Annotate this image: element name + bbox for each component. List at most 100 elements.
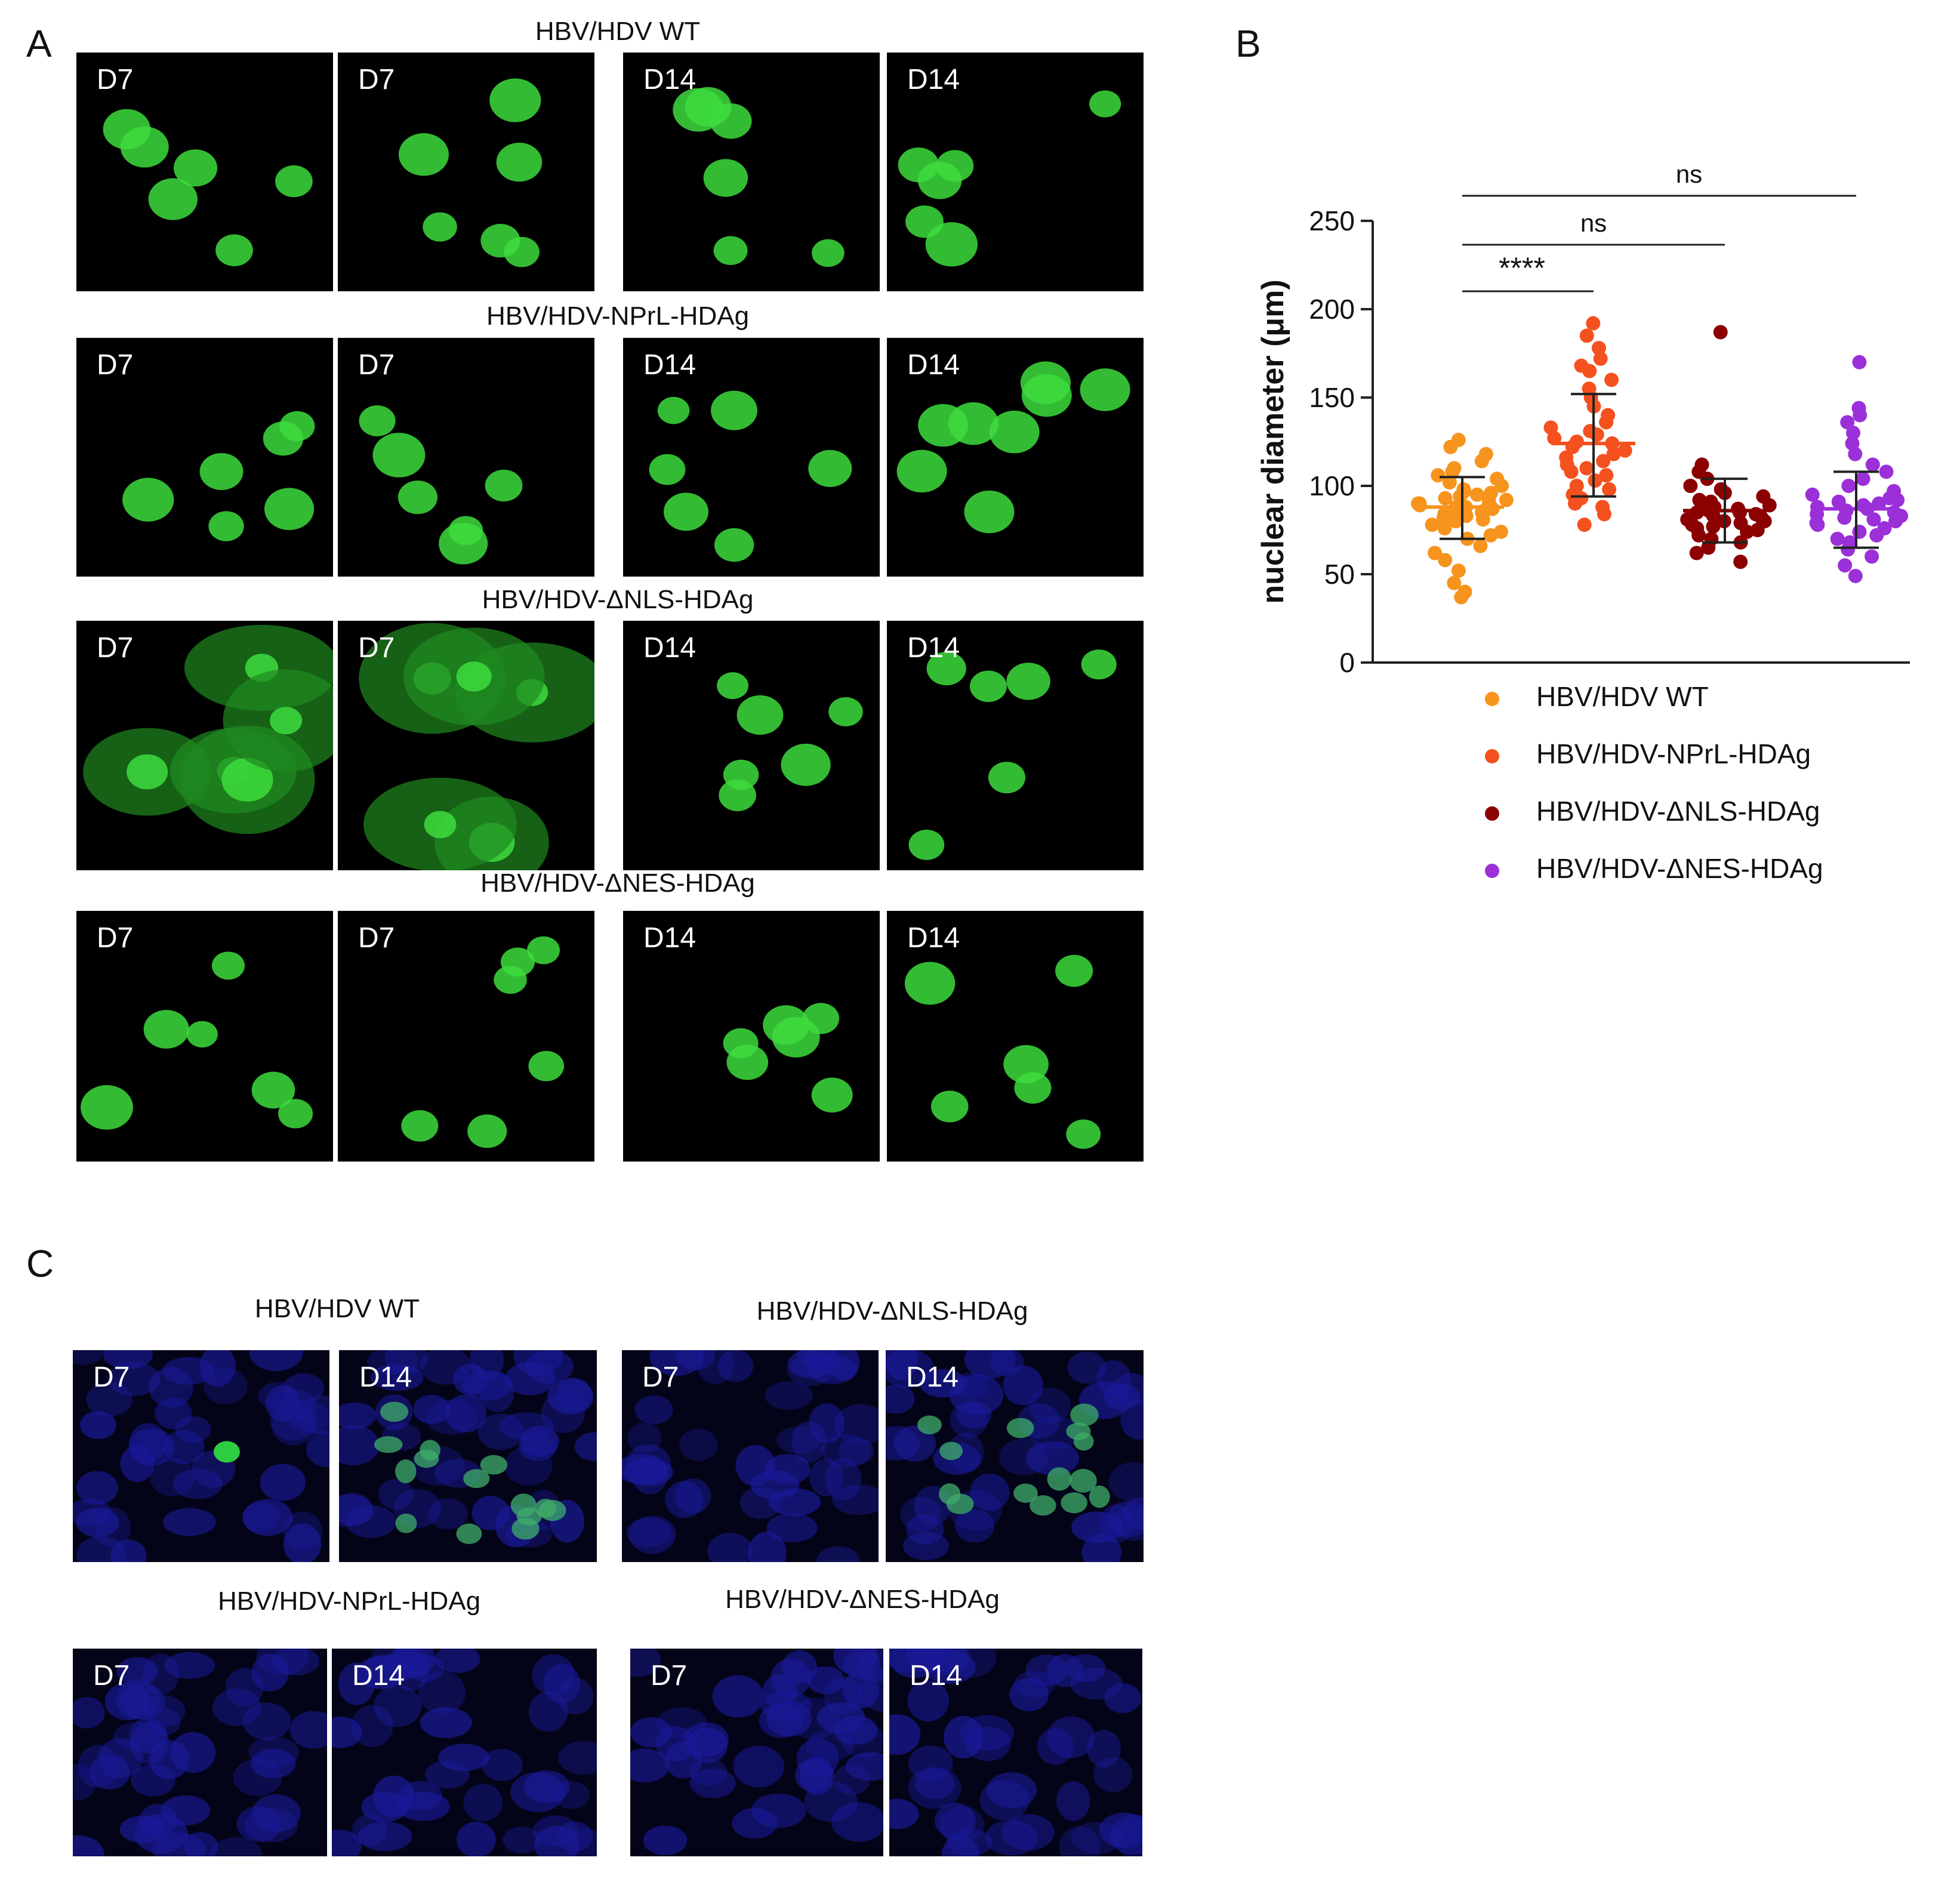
nucleus-mark (528, 1051, 565, 1082)
nucleus-mark (183, 1832, 218, 1856)
data-point (1577, 518, 1592, 532)
nucleus-mark (456, 661, 492, 692)
infected-nucleus-mark (535, 1498, 557, 1518)
data-point (1683, 479, 1698, 493)
legend-entry: HBV/HDV WT (1485, 680, 1709, 713)
nucleus-mark (689, 1768, 736, 1798)
nucleus-mark (634, 1395, 673, 1424)
data-point (1606, 446, 1621, 461)
data-point (1437, 521, 1452, 536)
data-point (1428, 546, 1443, 560)
nucleus-mark (143, 1010, 189, 1049)
cell-texture (73, 1350, 329, 1562)
nucleus-mark (212, 1688, 261, 1726)
nucleus-mark (457, 1822, 496, 1856)
micrograph-image: D14 (886, 1350, 1144, 1562)
cell-texture (359, 623, 594, 870)
data-point (1866, 512, 1881, 527)
group-title: HBV/HDV-ΔNLS-HDAg (756, 1296, 1028, 1326)
micrograph-image: D14 (887, 338, 1144, 577)
timepoint-label: D7 (93, 1361, 130, 1393)
nucleus-mark (225, 1668, 264, 1707)
nucleus-mark (370, 1364, 424, 1391)
data-point (1579, 461, 1594, 476)
timepoint-label: D14 (907, 349, 960, 381)
nucleus-mark (930, 1091, 969, 1123)
y-tick-label: 150 (1309, 382, 1355, 413)
data-point (1569, 479, 1584, 493)
nucleus-mark (902, 1532, 950, 1560)
infected-nucleus-mark (214, 1441, 240, 1463)
nucleus-mark (824, 1676, 864, 1716)
nucleus-mark (306, 1430, 329, 1468)
timepoint-label: D14 (359, 1361, 412, 1393)
group-title: HBV/HDV-NPrL-HDAg (217, 1587, 481, 1616)
y-axis-label: nuclear diameter (μm) (1256, 279, 1290, 603)
nucleus-mark (776, 1426, 821, 1454)
micrograph-image: D14 (623, 911, 880, 1162)
data-point (1601, 408, 1616, 423)
legend-entry: HBV/HDV-ΔNLS-HDAg (1485, 795, 1820, 827)
nucleus-mark (1014, 1072, 1052, 1104)
data-point (1852, 355, 1867, 369)
nucleus-mark (831, 1802, 883, 1842)
legend-label: HBV/HDV-ΔNES-HDAg (1536, 853, 1823, 884)
nucleus-mark (1006, 663, 1050, 700)
nucleus-mark (73, 1835, 104, 1856)
nucleus-mark (557, 1677, 594, 1715)
nucleus-mark (438, 1744, 490, 1772)
group-title: HBV/HDV-ΔNES-HDAg (725, 1585, 1000, 1614)
legend-entry: HBV/HDV-NPrL-HDAg (1485, 738, 1811, 770)
nucleus-mark (717, 672, 748, 700)
cell-texture (649, 390, 852, 562)
infected-nucleus-mark (1006, 1418, 1034, 1438)
timepoint-label: D7 (93, 1660, 130, 1692)
nucleus-mark (889, 1798, 919, 1829)
nucleus-mark (908, 830, 945, 860)
panel-letter-b: B (1235, 22, 1261, 65)
nucleus-mark (208, 511, 244, 541)
nucleus-mark (1003, 1365, 1043, 1406)
micrograph-image: D14 (887, 911, 1144, 1162)
nucleus-mark (1122, 1498, 1144, 1530)
micrograph-image: D14 (887, 621, 1144, 870)
nucleus-mark (445, 1394, 487, 1433)
data-point (1694, 457, 1709, 472)
infected-nucleus-mark (1070, 1403, 1099, 1427)
cell-texture (332, 1649, 597, 1856)
nucleus-mark (936, 150, 974, 182)
nucleus-mark (361, 1792, 408, 1822)
data-point (1447, 575, 1462, 590)
nucleus-mark (163, 1430, 205, 1464)
nucleus-mark (251, 1071, 295, 1109)
nucleus-mark (999, 1438, 1049, 1476)
nucleus-mark (787, 1356, 833, 1387)
nucleus-mark (209, 1837, 263, 1856)
nucleus-mark (148, 178, 198, 220)
nucleus-mark (886, 1350, 919, 1381)
nucleus-mark (332, 1716, 362, 1748)
micrograph-image: D14 (887, 53, 1144, 291)
micrograph-image: D14 (623, 621, 880, 870)
nucleus-mark (420, 1350, 471, 1385)
nucleus-mark (732, 1807, 778, 1839)
nucleus-mark (763, 1005, 809, 1045)
data-point (1493, 524, 1508, 539)
data-point (1438, 553, 1453, 568)
micrograph-image: D7 (338, 911, 594, 1162)
infected-nucleus-mark (917, 1415, 942, 1435)
nucleus-mark (717, 1350, 754, 1382)
nucleus-mark (719, 779, 756, 812)
cell-texture (83, 624, 333, 834)
nucleus-mark (889, 1649, 927, 1672)
nucleus-mark (81, 1085, 133, 1130)
nucleus-mark (685, 87, 732, 127)
data-point (1704, 531, 1719, 546)
data-point (1469, 487, 1484, 502)
data-point (1865, 549, 1879, 564)
nucleus-mark (1104, 1683, 1141, 1714)
nucleus-mark (73, 1499, 112, 1526)
data-point (1842, 535, 1857, 550)
nucleus-mark (711, 390, 757, 430)
nucleus-mark (110, 1539, 147, 1562)
